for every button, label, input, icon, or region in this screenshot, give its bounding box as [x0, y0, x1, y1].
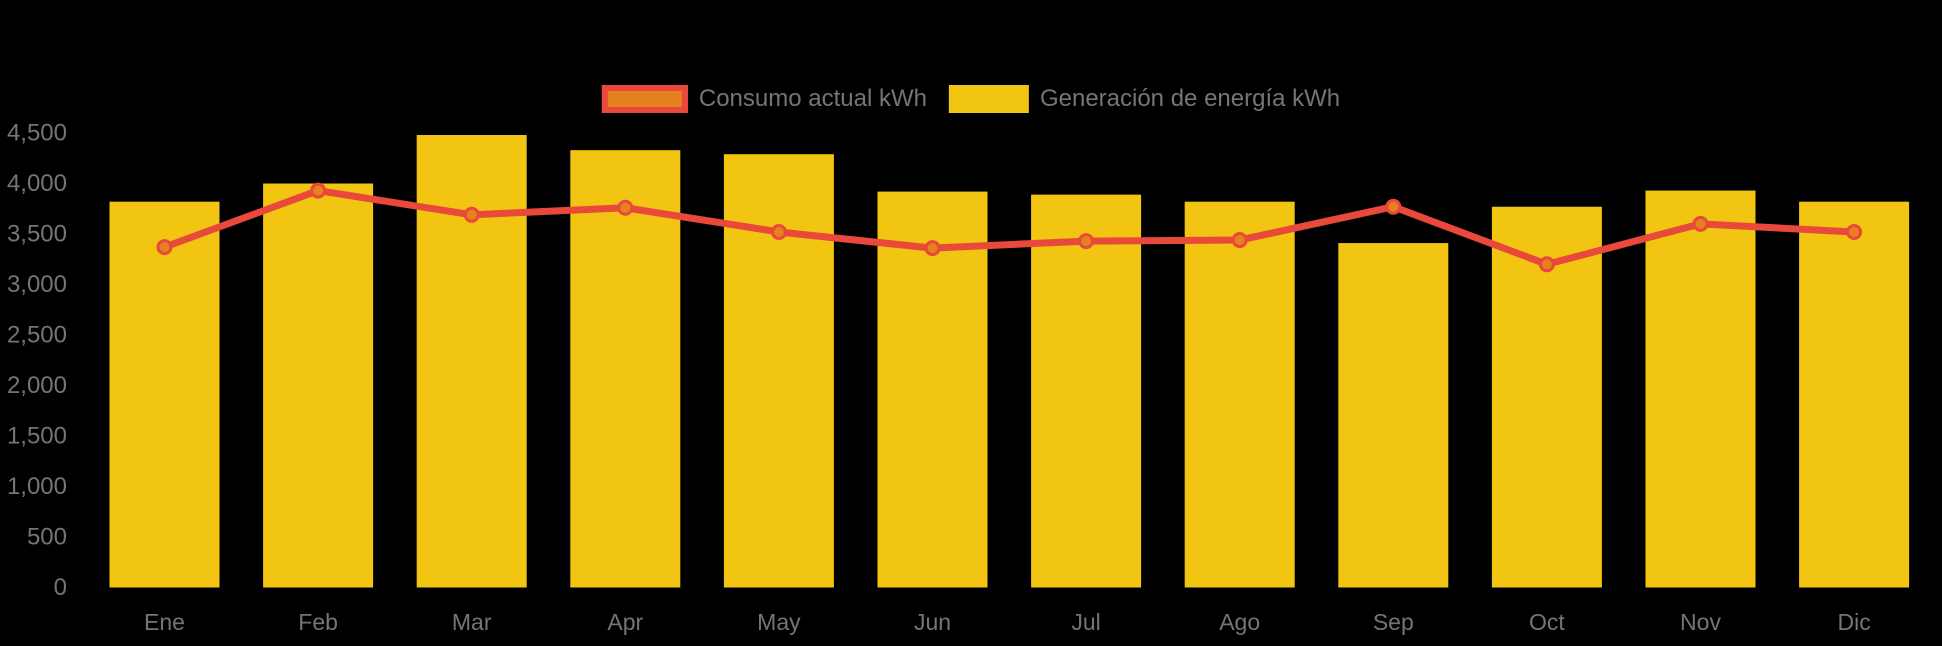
consumo-point-nov[interactable]	[1692, 215, 1709, 232]
x-tick-label-may: May	[757, 609, 801, 635]
consumo-point-jul[interactable]	[1078, 233, 1095, 250]
consumo-legend-swatch	[601, 85, 688, 113]
y-tick-label: 2,500	[7, 322, 67, 349]
generacion-legend-label: Generación de energía kWh	[1039, 85, 1341, 112]
bar-ene[interactable]	[109, 201, 220, 588]
y-tick-label: 4,500	[7, 120, 67, 147]
legend-item-generacion[interactable]: Generación de energía kWh	[948, 85, 1341, 113]
bar-sep[interactable]	[1338, 243, 1449, 588]
consumo-point-ene[interactable]	[156, 239, 173, 256]
x-tick-label-feb: Feb	[298, 609, 338, 635]
legend-item-consumo[interactable]: Consumo actual kWh	[601, 85, 927, 113]
x-tick-label-mar: Mar	[452, 609, 492, 635]
consumo-line	[161, 187, 1858, 268]
bar-dic[interactable]	[1799, 201, 1910, 588]
x-tick-label-apr: Apr	[607, 609, 643, 635]
y-tick-label: 0	[54, 574, 67, 601]
bar-jul[interactable]	[1031, 194, 1142, 588]
bar-feb[interactable]	[263, 183, 374, 588]
consumo-point-oct[interactable]	[1538, 256, 1555, 273]
x-tick-label-dic: Dic	[1837, 609, 1870, 635]
consumo-point-sep[interactable]	[1385, 198, 1402, 215]
consumo-point-may[interactable]	[770, 223, 787, 240]
y-tick-label: 1,000	[7, 473, 67, 500]
x-tick-label-oct: Oct	[1529, 609, 1565, 635]
y-tick-label: 2,000	[7, 372, 67, 399]
chart-legend: Consumo actual kWh Generación de energía…	[601, 85, 1341, 113]
y-tick-label: 3,000	[7, 271, 67, 298]
consumo-point-apr[interactable]	[617, 199, 634, 216]
bar-jun[interactable]	[877, 191, 988, 588]
generacion-legend-swatch	[948, 85, 1029, 113]
consumo-legend-label: Consumo actual kWh	[698, 85, 927, 112]
y-tick-label: 500	[27, 524, 67, 551]
consumo-point-jun[interactable]	[924, 240, 941, 257]
bar-ago[interactable]	[1184, 201, 1295, 588]
bar-mar[interactable]	[416, 135, 527, 588]
y-tick-label: 3,500	[7, 221, 67, 248]
consumo-point-mar[interactable]	[463, 206, 480, 223]
bar-apr[interactable]	[570, 150, 681, 588]
bar-nov[interactable]	[1645, 190, 1756, 588]
consumo-point-ago[interactable]	[1231, 232, 1248, 249]
consumo-point-dic[interactable]	[1846, 223, 1863, 240]
bar-may[interactable]	[723, 154, 834, 588]
x-tick-label-nov: Nov	[1680, 609, 1721, 635]
y-tick-label: 4,000	[7, 170, 67, 197]
x-tick-label-ago: Ago	[1219, 609, 1260, 635]
x-tick-label-sep: Sep	[1373, 609, 1414, 635]
consumo-point-feb[interactable]	[310, 182, 327, 199]
y-tick-label: 1,500	[7, 423, 67, 450]
x-tick-label-jun: Jun	[914, 609, 951, 635]
x-tick-label-jul: Jul	[1071, 609, 1100, 635]
x-tick-label-ene: Ene	[144, 609, 185, 635]
